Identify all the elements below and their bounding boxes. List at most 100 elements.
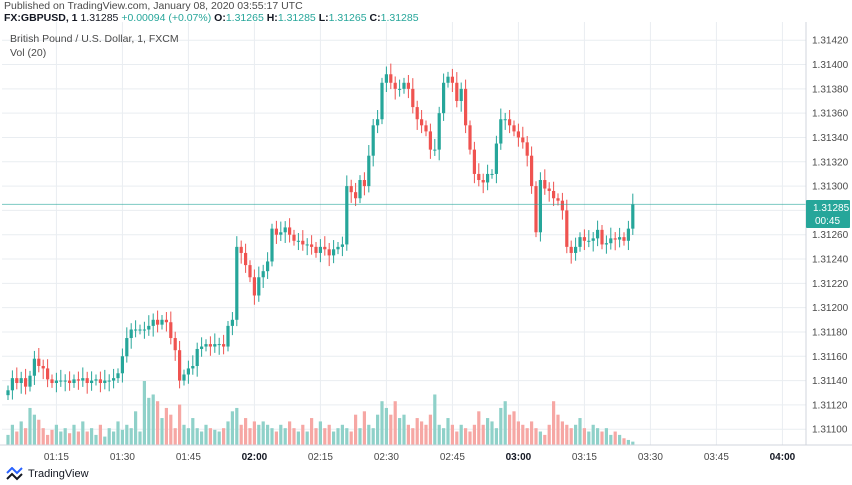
- volume-bar: [147, 397, 151, 445]
- price-tick-label: 1.31180: [812, 327, 848, 338]
- candle-body: [147, 325, 151, 330]
- volume-bar: [428, 414, 432, 445]
- volume-bar: [464, 428, 468, 445]
- price-tag: 1.31285 00:45: [806, 200, 850, 228]
- candle-body: [402, 82, 406, 89]
- candle-body: [538, 180, 542, 233]
- time-axis[interactable]: 01:15 01:30 01:45 02:00 02:15 02:30 02:45 03:00…: [44, 452, 796, 463]
- price-tick-label: 1.31120: [812, 400, 848, 411]
- candle-body: [530, 155, 534, 187]
- volume-bar: [94, 434, 98, 445]
- candle-body: [393, 82, 397, 89]
- candle-body: [552, 190, 556, 199]
- volume-bar: [367, 424, 371, 445]
- candle-body: [301, 240, 305, 245]
- volume-bar: [362, 411, 366, 445]
- candle-body: [116, 373, 120, 379]
- volume-bar: [442, 428, 446, 445]
- volume-bar: [10, 424, 14, 445]
- candle-body: [600, 229, 604, 245]
- volume-bar: [235, 407, 239, 445]
- candle-body: [442, 82, 446, 114]
- candle-body: [305, 244, 309, 246]
- volume-bar: [68, 433, 72, 445]
- candle-body: [217, 344, 221, 346]
- price-tick-label: 1.31400: [812, 60, 849, 71]
- volume-bar: [323, 428, 327, 445]
- candle-body: [609, 238, 613, 244]
- candle-body: [103, 380, 107, 384]
- candle-body: [411, 88, 415, 108]
- candle-body: [516, 131, 520, 138]
- price-tick-label: 1.31160: [812, 352, 848, 363]
- candle-body: [446, 76, 450, 83]
- low-label: L:: [318, 12, 329, 24]
- candle-body: [107, 380, 111, 382]
- candle-body: [37, 358, 41, 366]
- candle-body: [41, 365, 45, 369]
- volume-bar: [604, 428, 608, 445]
- close-value: 1.31285: [380, 12, 419, 24]
- volume-bar: [129, 428, 133, 445]
- candle-body: [618, 237, 622, 240]
- candle-body: [160, 319, 164, 325]
- volume-bar: [283, 428, 287, 445]
- volume-bar: [332, 431, 336, 445]
- candle-body: [547, 188, 551, 191]
- volume-bar: [164, 407, 168, 445]
- volume-bar: [169, 414, 173, 445]
- published-info: Published on TradingView.com, January 08…: [4, 0, 303, 12]
- volume-bar: [455, 431, 459, 445]
- volume-bar: [582, 428, 586, 445]
- candle-body: [512, 125, 516, 132]
- volume-bar: [433, 394, 437, 445]
- price-change: +0.00094 (+0.07%): [121, 12, 212, 24]
- candle-body: [354, 192, 358, 199]
- candle-body: [279, 232, 283, 235]
- candle-body: [556, 198, 560, 201]
- candle-body: [19, 378, 23, 384]
- volume-bar: [389, 414, 393, 445]
- volume-bar: [156, 401, 160, 445]
- volume-bar: [327, 424, 331, 445]
- volume-bar: [24, 428, 28, 445]
- volume-bar: [415, 418, 419, 445]
- price-tick-label: 1.31260: [812, 230, 849, 241]
- volume-bar: [230, 411, 234, 445]
- candle-body: [310, 244, 314, 247]
- volume-bar: [120, 429, 124, 445]
- volume-bar: [380, 401, 384, 445]
- price-tick-label: 1.31360: [812, 109, 849, 120]
- time-tick-label: 01:15: [44, 452, 69, 463]
- candle-body: [499, 119, 503, 144]
- volume-bar: [552, 401, 556, 445]
- candle-body: [59, 380, 63, 382]
- volume-bar: [345, 428, 349, 445]
- volume-bar: [622, 438, 626, 445]
- volume-bar: [186, 428, 190, 445]
- volume-bar: [494, 428, 498, 445]
- candle-body: [94, 379, 98, 381]
- volume-bar: [534, 428, 538, 445]
- price-tick-label: 1.31420: [812, 36, 849, 47]
- price-axis[interactable]: 1.31420 1.31400 1.31380 1.31360 1.31340 1.313…: [812, 36, 849, 436]
- volume-bar: [252, 421, 256, 445]
- time-tick-label: 02:00: [242, 452, 268, 463]
- volume-bar: [459, 424, 463, 445]
- volume-bar: [191, 418, 195, 445]
- candle-body: [376, 119, 380, 126]
- volume-bar: [274, 431, 278, 445]
- candle-body: [296, 240, 300, 242]
- time-tick-label: 03:45: [704, 452, 729, 463]
- volume-bar: [314, 428, 318, 445]
- volume-bar: [138, 431, 142, 445]
- time-tick-label: 01:45: [176, 452, 201, 463]
- candle-body: [244, 252, 248, 266]
- high-label: H:: [266, 12, 278, 24]
- candle-body: [195, 348, 199, 366]
- candle-body: [490, 173, 494, 175]
- last-price: 1.31285: [80, 12, 119, 24]
- volume-bar: [142, 381, 146, 445]
- candle-body: [85, 378, 89, 384]
